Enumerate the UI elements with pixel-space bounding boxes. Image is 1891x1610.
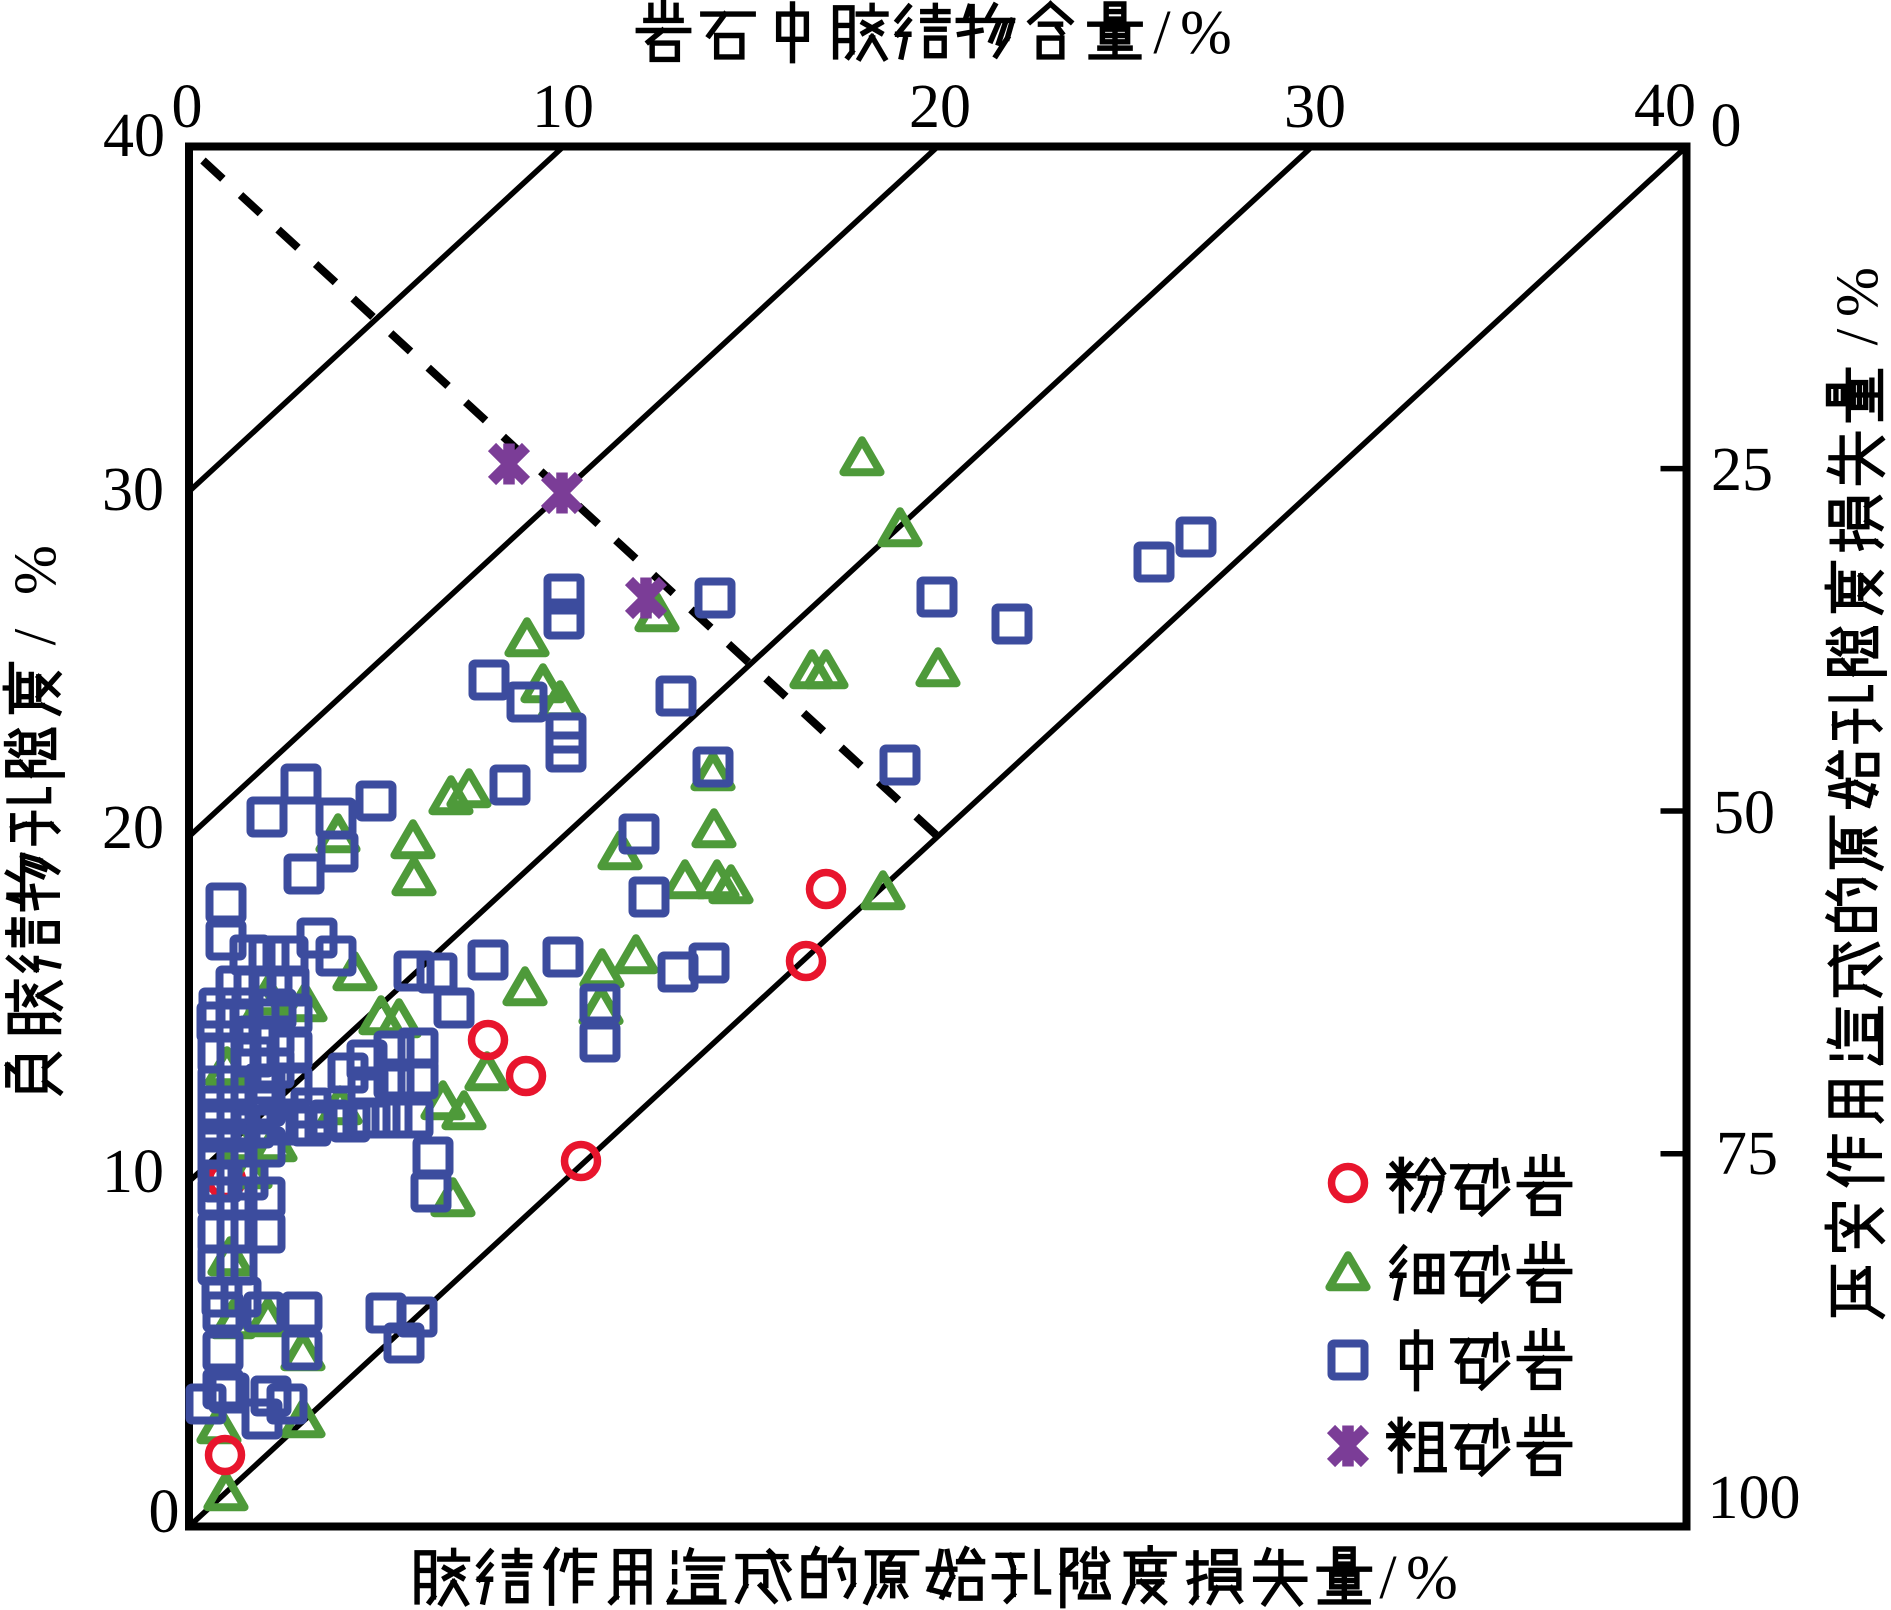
svg-text:%: % — [1406, 1544, 1458, 1610]
svg-text:%: % — [2, 545, 68, 595]
svg-text:50: 50 — [1713, 779, 1775, 847]
svg-text:%: % — [1824, 267, 1890, 317]
svg-text:10: 10 — [102, 1138, 164, 1206]
svg-text:30: 30 — [102, 456, 164, 524]
svg-text:100: 100 — [1708, 1464, 1801, 1532]
svg-text:40: 40 — [1634, 72, 1696, 140]
svg-text:75: 75 — [1716, 1120, 1778, 1188]
svg-text:/: / — [1379, 1544, 1397, 1610]
svg-text:0: 0 — [149, 1478, 180, 1546]
svg-text:0: 0 — [172, 73, 203, 141]
svg-text:10: 10 — [532, 73, 594, 141]
svg-text:/: / — [1824, 328, 1890, 345]
svg-text:%: % — [1180, 0, 1232, 67]
svg-text:30: 30 — [1284, 73, 1346, 141]
svg-text:/: / — [1153, 0, 1171, 67]
svg-text:20: 20 — [909, 73, 971, 141]
svg-text:0: 0 — [1711, 92, 1742, 160]
svg-text:20: 20 — [102, 794, 164, 862]
svg-text:/: / — [2, 628, 68, 645]
svg-text:25: 25 — [1711, 436, 1773, 504]
svg-text:40: 40 — [103, 102, 165, 170]
